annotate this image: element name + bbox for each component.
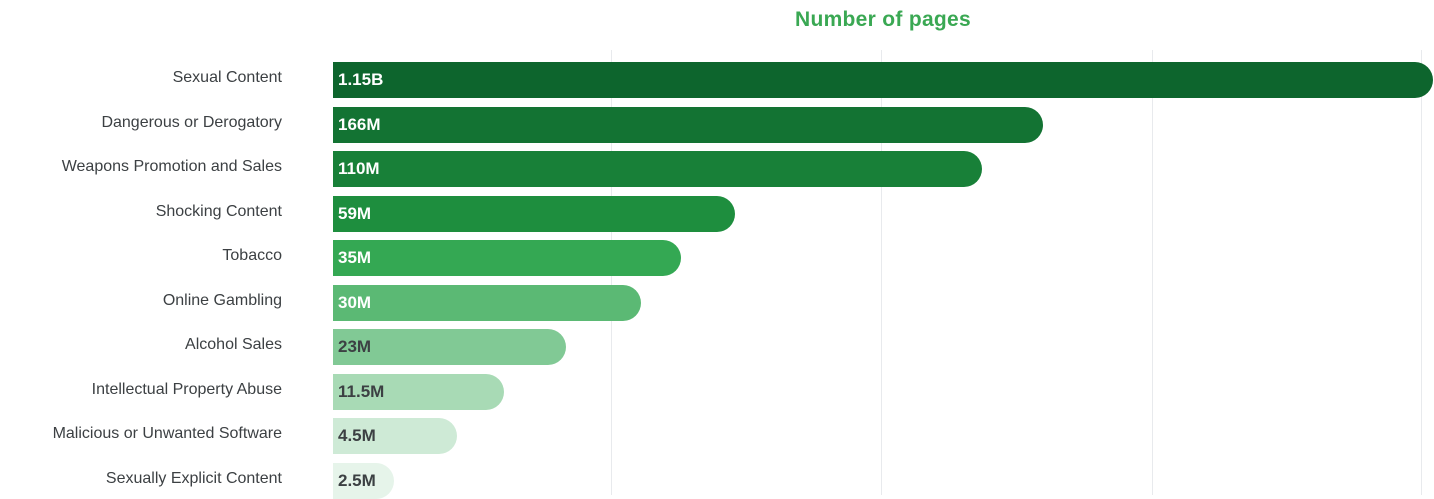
bar bbox=[333, 462, 394, 499]
category-label: Weapons Promotion and Sales bbox=[61, 158, 282, 175]
bar-value-label: 59M bbox=[338, 203, 372, 223]
bar-value-label: 23M bbox=[338, 337, 372, 356]
bar bbox=[333, 106, 1043, 143]
bar-value-label: 4.5M bbox=[338, 426, 376, 445]
category-label: Tobacco bbox=[222, 247, 282, 264]
bar-value-label: 35M bbox=[338, 248, 372, 267]
bar bbox=[333, 373, 504, 410]
bar-value-label: 166M bbox=[338, 114, 381, 134]
bar bbox=[333, 284, 641, 321]
category-label: Malicious or Unwanted Software bbox=[52, 425, 282, 442]
gridline bbox=[1421, 50, 1422, 495]
category-label: Online Gambling bbox=[162, 291, 282, 309]
bar bbox=[333, 329, 567, 365]
category-label: Sexual Content bbox=[172, 69, 282, 86]
bar bbox=[333, 195, 735, 232]
bar bbox=[333, 62, 1433, 98]
category-label: Alcohol Sales bbox=[185, 336, 282, 353]
bar bbox=[333, 240, 681, 276]
bar-value-label: 30M bbox=[338, 292, 372, 312]
bar bbox=[333, 418, 458, 454]
bar-value-label: 1.15B bbox=[338, 70, 384, 89]
bar bbox=[333, 151, 982, 187]
bar-value-label: 110M bbox=[338, 159, 380, 178]
chart-title: Number of pages bbox=[794, 8, 972, 31]
category-label: Dangerous or Derogatory bbox=[101, 113, 282, 131]
gridline bbox=[1152, 50, 1153, 495]
category-label: Sexually Explicit Content bbox=[105, 469, 282, 487]
category-label: Shocking Content bbox=[155, 202, 282, 220]
gridline bbox=[881, 50, 882, 495]
bar-value-label: 11.5M bbox=[338, 381, 385, 401]
category-label: Intellectual Property Abuse bbox=[91, 380, 282, 398]
bar-value-label: 2.5M bbox=[338, 470, 376, 490]
